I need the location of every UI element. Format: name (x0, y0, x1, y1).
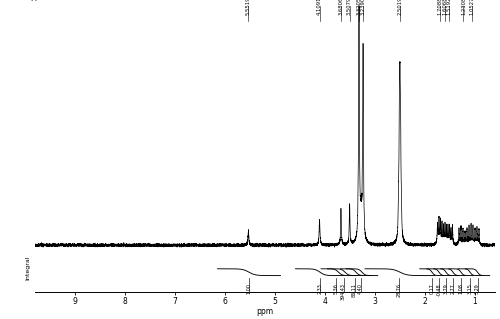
Text: 0.17: 0.17 (430, 283, 434, 294)
Text: 3.68064: 3.68064 (338, 0, 344, 15)
Text: ppm: ppm (30, 0, 48, 1)
Text: 86.11: 86.11 (352, 283, 357, 297)
Text: 2.33: 2.33 (318, 283, 322, 294)
Text: 1.23086: 1.23086 (461, 0, 466, 15)
Text: 1.51929: 1.51929 (446, 0, 452, 15)
Text: 5.36: 5.36 (334, 283, 338, 294)
Text: 2.77: 2.77 (450, 283, 456, 294)
Text: 4.40: 4.40 (358, 283, 363, 294)
Text: 1.00: 1.00 (246, 283, 252, 294)
Text: 3.29: 3.29 (475, 283, 480, 294)
Text: 1.05270: 1.05270 (470, 0, 475, 15)
Text: 3.79: 3.79 (444, 283, 448, 294)
Text: 4.10917: 4.10917 (317, 0, 322, 15)
Text: 1.60689: 1.60689 (442, 0, 447, 15)
Text: 394.43: 394.43 (341, 283, 346, 300)
Text: 3.23909: 3.23909 (360, 0, 366, 15)
Text: 1.08: 1.08 (458, 283, 464, 294)
Text: 5.55195: 5.55195 (246, 0, 251, 15)
Text: 3.15: 3.15 (468, 283, 472, 294)
Text: 3.50792: 3.50792 (347, 0, 352, 15)
Text: 28.76: 28.76 (396, 283, 402, 297)
X-axis label: ppm: ppm (256, 307, 274, 316)
Text: -0.48: -0.48 (436, 283, 442, 296)
Text: Integral: Integral (26, 256, 30, 280)
Text: 1.70888: 1.70888 (437, 0, 442, 15)
Text: 2.50196: 2.50196 (398, 0, 402, 15)
Text: 3.32051: 3.32051 (356, 0, 362, 15)
